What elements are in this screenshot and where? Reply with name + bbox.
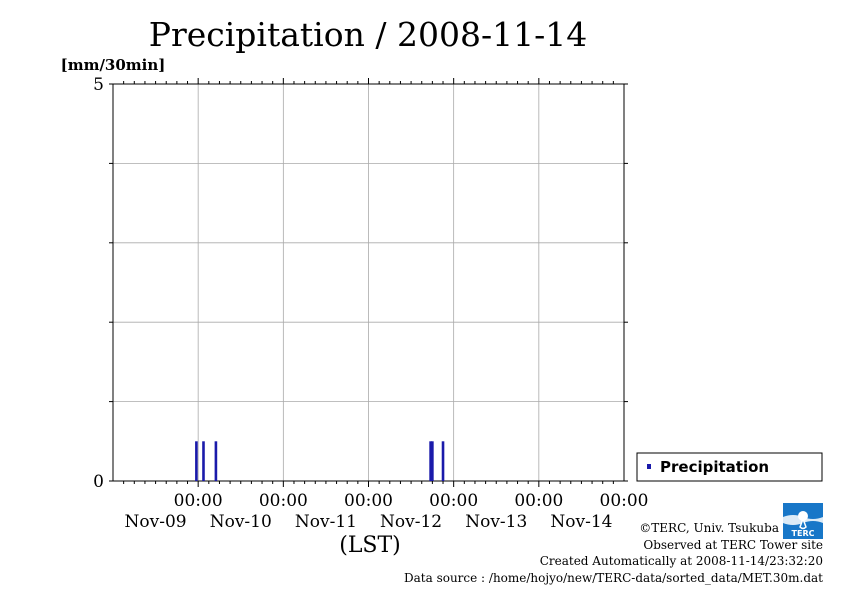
x-tick-date-label: Nov-14 <box>550 512 612 532</box>
x-tick-time-label: 00:00 <box>174 491 223 511</box>
svg-text:TERC: TERC <box>792 529 815 538</box>
grid-lines <box>113 84 624 481</box>
precipitation-bar <box>214 441 218 481</box>
y-tick-labels: 05 <box>93 75 104 492</box>
legend-box <box>636 452 823 482</box>
y-tick-label: 5 <box>93 75 104 95</box>
precipitation-bar <box>202 441 205 481</box>
legend: Precipitation <box>636 452 823 482</box>
precipitation-bars <box>195 441 445 481</box>
observed-site-text: Observed at TERC Tower site <box>643 537 823 552</box>
legend-entry-precipitation: Precipitation <box>660 458 769 476</box>
credits-block: ©TERC, Univ. Tsukuba Observed at TERC To… <box>404 520 823 586</box>
precipitation-bar <box>431 441 434 481</box>
data-source-text: Data source : /home/hojyo/new/TERC-data/… <box>404 570 823 585</box>
x-tick-date-label: Nov-13 <box>465 512 527 532</box>
x-tick-date-label: Nov-09 <box>125 512 187 532</box>
x-tick-time-label: 00:00 <box>344 491 393 511</box>
x-tick-date-label: Nov-10 <box>210 512 272 532</box>
x-axis-label: (LST) <box>339 533 401 558</box>
x-tick-date-label: Nov-12 <box>380 512 442 532</box>
precipitation-bar <box>441 441 445 481</box>
terc-logo-icon: TERC <box>783 503 823 539</box>
x-tick-labels: 00:00Nov-0900:00Nov-1000:00Nov-1100:00No… <box>125 491 649 532</box>
axis-ticks <box>109 78 628 487</box>
chart-title: Precipitation / 2008-11-14 <box>149 15 587 54</box>
copyright-text: ©TERC, Univ. Tsukuba <box>639 521 779 535</box>
created-timestamp-text: Created Automatically at 2008-11-14/23:3… <box>539 554 823 568</box>
x-tick-date-label: Nov-11 <box>295 512 357 532</box>
precipitation-bar <box>195 441 198 481</box>
x-tick-time-label: 00:00 <box>259 491 308 511</box>
x-tick-time-label: 00:00 <box>429 491 478 511</box>
y-axis-unit-label: [mm/30min] <box>61 56 166 74</box>
x-tick-time-label: 00:00 <box>514 491 563 511</box>
y-tick-label: 0 <box>93 472 104 492</box>
precipitation-bar <box>429 441 432 481</box>
legend-swatch <box>647 464 651 469</box>
x-tick-time-label: 00:00 <box>600 491 649 511</box>
